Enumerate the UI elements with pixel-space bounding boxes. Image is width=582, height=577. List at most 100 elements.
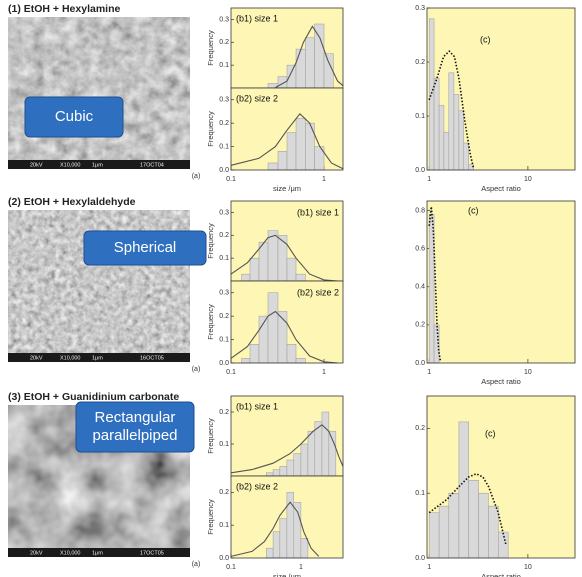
bar (454, 94, 459, 170)
x-tick-label: 0.1 (226, 369, 236, 376)
bar (459, 422, 469, 558)
sem-image (8, 17, 190, 169)
bar (242, 358, 250, 363)
y-axis-label: Frequency (206, 223, 215, 259)
y-tick-label: 0.1 (219, 255, 229, 262)
bar (287, 344, 296, 363)
y-tick-label: 0.1 (219, 62, 229, 69)
bar (301, 538, 308, 558)
x-axis-label: size /μm (273, 184, 301, 193)
bar (434, 325, 439, 363)
bar (459, 111, 464, 170)
bar (287, 133, 296, 170)
panel-label: (b1) size 1 (236, 13, 278, 23)
plot-background (427, 201, 575, 363)
bar (429, 513, 439, 558)
image-caption: (a) (192, 173, 201, 180)
y-tick-label: 0.3 (219, 97, 229, 104)
y-axis-label: Frequency (206, 304, 215, 340)
y-tick-label: 0.3 (415, 5, 425, 12)
bar (287, 460, 294, 476)
row-title: (1) EtOH + Hexylamine (8, 3, 120, 15)
y-axis-label: Frequency (206, 499, 215, 535)
y-tick-label: 0.1 (219, 143, 229, 150)
x-tick-label: 10 (524, 564, 532, 571)
x-tick-label: 10 (524, 176, 532, 183)
bar (479, 493, 489, 558)
y-tick-label: 0.2 (219, 409, 229, 416)
bar (278, 235, 287, 281)
bar (329, 431, 336, 476)
bar (273, 532, 280, 558)
bar (280, 519, 287, 558)
bar (266, 548, 273, 558)
y-tick-label: 0.3 (219, 209, 229, 216)
y-tick-label: 0.2 (415, 59, 425, 66)
shape-label: Rectangular (95, 409, 176, 426)
scale-bar-text: 17OCT04 (140, 162, 164, 168)
y-tick-label: 0.3 (219, 290, 229, 297)
histogram-panel: 0.00.10.20.11(b2) size 2Frequencysize /μ… (206, 476, 343, 577)
bar (296, 49, 305, 88)
scale-bar-text: X10,000 (60, 355, 81, 361)
bar (324, 54, 333, 88)
bar (429, 214, 434, 363)
image-caption: (a) (192, 366, 201, 373)
bar (250, 258, 259, 281)
bar (434, 78, 439, 170)
row-title: (3) EtOH + Guanidinium carbonate (8, 391, 179, 403)
bar (266, 473, 273, 476)
panel-label: (c) (480, 34, 491, 44)
y-tick-label: 0.1 (415, 113, 425, 120)
bar (242, 274, 250, 281)
y-tick-label: 0.0 (219, 555, 229, 562)
y-tick-label: 0.0 (415, 555, 425, 562)
panel-label: (c) (485, 428, 496, 438)
row-title: (2) EtOH + Hexylaldehyde (8, 196, 136, 208)
bar (296, 358, 305, 363)
y-tick-label: 0.2 (415, 425, 425, 432)
bar (449, 493, 459, 558)
x-tick-label: 10 (524, 369, 532, 376)
scale-bar-text: 20kV (30, 355, 43, 361)
panel-label: (b1) size 1 (236, 401, 278, 411)
image-caption: (a) (192, 561, 201, 568)
bar (294, 454, 301, 476)
y-tick-label: 0.6 (415, 245, 425, 252)
panel-label: (c) (468, 205, 479, 215)
bar (314, 24, 324, 88)
bar (469, 480, 479, 558)
scale-bar-text: 1μm (92, 162, 103, 168)
bar (268, 231, 278, 281)
panel-label: (b1) size 1 (297, 207, 339, 217)
bar (280, 466, 287, 476)
panel-label: (b2) size 2 (297, 287, 339, 297)
shape-label: Cubic (55, 108, 94, 125)
x-axis-label: Aspect ratio (481, 184, 521, 193)
x-tick-label: 1 (322, 369, 326, 376)
bar (439, 105, 444, 170)
scale-bar-text: X10,000 (60, 550, 81, 556)
bar (322, 412, 329, 476)
x-tick-label: 1 (427, 564, 431, 571)
y-tick-label: 0.2 (219, 489, 229, 496)
bar (268, 293, 278, 363)
bar (287, 258, 296, 281)
bar (444, 132, 449, 170)
bar (296, 274, 305, 281)
scale-bar-text: 16OCT05 (140, 355, 164, 361)
scale-bar-text: 20kV (30, 550, 43, 556)
x-tick-label: 0.1 (226, 176, 236, 183)
y-tick-label: 0.0 (415, 167, 425, 174)
x-axis-label: size /μm (273, 572, 301, 577)
y-tick-label: 0.3 (219, 16, 229, 23)
y-tick-label: 0.2 (219, 120, 229, 127)
y-tick-label: 0.1 (415, 490, 425, 497)
bar (296, 118, 305, 170)
